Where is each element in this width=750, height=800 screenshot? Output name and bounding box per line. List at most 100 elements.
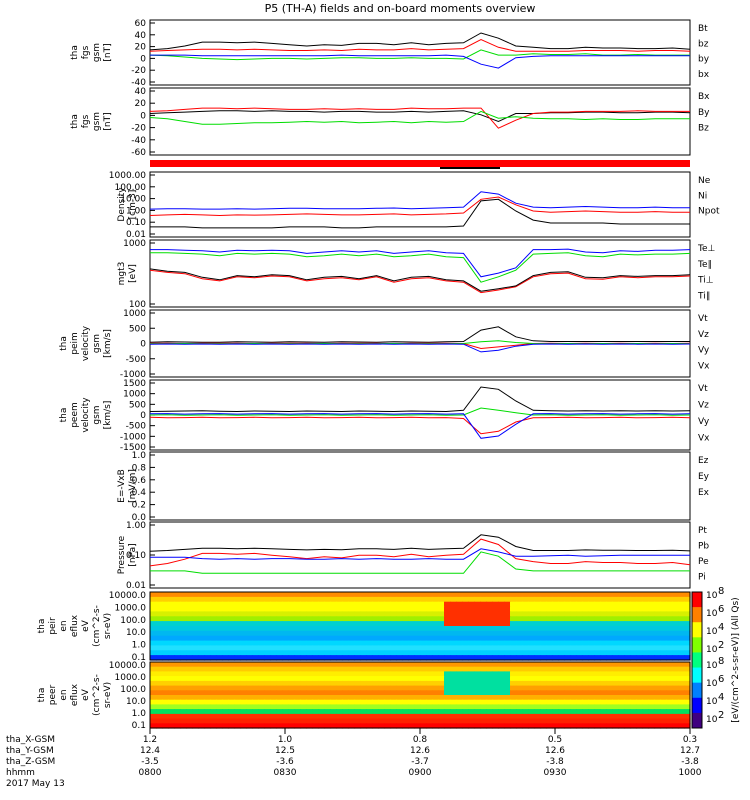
heatmap-cell	[588, 621, 595, 627]
heatmap-cell	[672, 626, 679, 632]
heatmap-cell	[576, 630, 583, 637]
heatmap-cell	[414, 635, 421, 642]
heatmap-cell	[312, 685, 319, 691]
heatmap-cell	[666, 699, 673, 705]
legend-vz: Vz	[698, 330, 709, 340]
heatmap-cell	[666, 662, 673, 668]
heatmap-cell	[168, 709, 175, 715]
heatmap-cell	[582, 690, 589, 696]
heatmap-cell	[216, 723, 223, 729]
heatmap-cell	[618, 592, 625, 598]
legend-by: by	[698, 55, 710, 65]
heatmap-cell	[594, 640, 601, 647]
heatmap-cell	[570, 640, 577, 647]
heatmap-cell	[342, 626, 349, 632]
y-label-line: [nT]	[103, 43, 113, 61]
heatmap-cell	[672, 709, 679, 715]
x-row-value: 12.5	[275, 746, 295, 756]
heatmap-cell	[660, 655, 667, 661]
heatmap-cell	[204, 680, 211, 687]
heatmap-cell	[156, 718, 163, 724]
heatmap-cell	[474, 685, 481, 691]
heatmap-cell	[600, 671, 607, 677]
heatmap-cell	[492, 713, 499, 720]
heatmap-cell	[498, 671, 505, 677]
heatmap-cell	[624, 645, 631, 651]
heatmap-cell	[408, 671, 415, 677]
heatmap-cell	[240, 699, 247, 705]
heatmap-cell	[582, 718, 589, 724]
heatmap-cell	[648, 666, 655, 672]
heatmap-cell	[600, 680, 607, 687]
heatmap-cell	[630, 666, 637, 672]
heatmap-cell	[630, 611, 637, 617]
heatmap-cell	[312, 596, 319, 603]
heatmap-cell	[546, 662, 553, 668]
heatmap-cell	[204, 695, 211, 701]
heatmap-cell	[402, 671, 409, 677]
heatmap-cell	[444, 695, 451, 701]
heatmap-cell	[420, 616, 427, 622]
heatmap-cell	[258, 630, 265, 637]
heatmap-cell	[288, 671, 295, 677]
heatmap-cell	[228, 611, 235, 617]
heatmap-cell	[612, 611, 619, 617]
heatmap-cell	[186, 662, 193, 668]
heatmap-cell	[666, 723, 673, 729]
heatmap-cell	[372, 723, 379, 729]
heatmap-cell	[306, 596, 313, 603]
y-tick-label: -500	[126, 355, 147, 365]
y-label-line: eV	[81, 688, 91, 701]
heatmap-cell	[198, 655, 205, 661]
heatmap-cell	[300, 676, 307, 682]
heatmap-cell	[180, 650, 187, 656]
heatmap-cell	[234, 635, 241, 642]
heatmap-cell	[474, 666, 481, 672]
heatmap-cell	[342, 718, 349, 724]
heatmap-cell	[444, 592, 451, 598]
heatmap-cell	[684, 662, 691, 668]
heatmap-cell	[390, 655, 397, 661]
heatmap-cell	[636, 592, 643, 598]
heatmap-cell	[276, 601, 283, 608]
heatmap-cell	[654, 699, 661, 705]
heatmap-cell	[432, 650, 439, 656]
heatmap-cell	[564, 596, 571, 603]
heatmap-cell	[606, 596, 613, 603]
heatmap-cell	[258, 709, 265, 715]
heatmap-cell	[348, 723, 355, 729]
heatmap-cell	[558, 699, 565, 705]
heatmap-cell	[654, 676, 661, 682]
heatmap-cell	[456, 611, 463, 617]
heatmap-cell	[594, 699, 601, 705]
heatmap-cell	[570, 645, 577, 651]
heatmap-cell	[606, 713, 613, 720]
heatmap-cell	[216, 704, 223, 710]
heatmap-cell	[252, 630, 259, 637]
heatmap-cell	[324, 680, 331, 687]
heatmap-cell	[552, 723, 559, 729]
heatmap-cell	[660, 685, 667, 691]
heatmap-cell	[684, 676, 691, 682]
heatmap-cell	[582, 662, 589, 668]
heatmap-cell	[264, 592, 271, 598]
heatmap-cell	[516, 685, 523, 691]
heatmap-cell	[270, 718, 277, 724]
heatmap-cell	[558, 645, 565, 651]
heatmap-cell	[552, 621, 559, 627]
heatmap-cell	[276, 713, 283, 720]
heatmap-cell	[498, 690, 505, 696]
heatmap-cell	[354, 606, 361, 613]
heatmap-cell	[198, 616, 205, 622]
heatmap-cell	[666, 671, 673, 677]
heatmap-cell	[336, 718, 343, 724]
heatmap-cell	[222, 650, 229, 656]
heatmap-cell	[474, 650, 481, 656]
heatmap-cell	[156, 650, 163, 656]
heatmap-cell	[420, 685, 427, 691]
heatmap-cell	[366, 616, 373, 622]
heatmap-cell	[240, 645, 247, 651]
heatmap-cell	[378, 666, 385, 672]
heatmap-cell	[510, 616, 517, 622]
panel-frame	[149, 239, 691, 308]
